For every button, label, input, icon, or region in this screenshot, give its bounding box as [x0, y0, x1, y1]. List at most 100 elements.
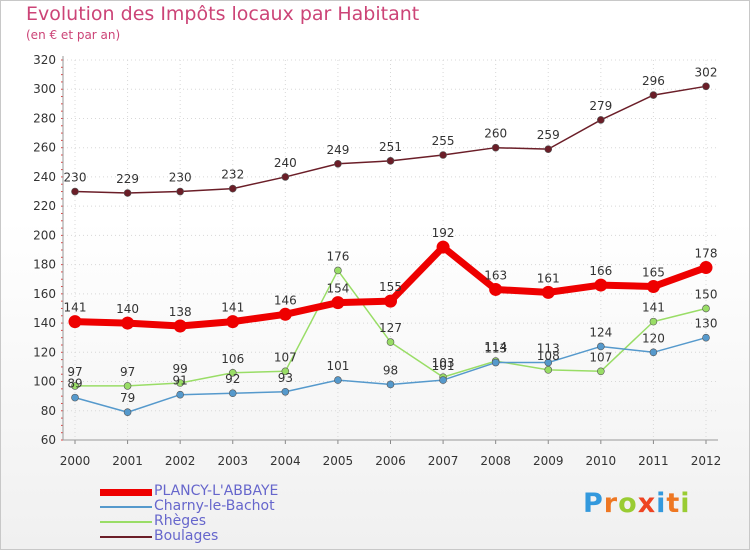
x-tick-2007: 2007 [428, 454, 459, 468]
label-plancy-l-abbaye-2008: 163 [484, 268, 507, 282]
label-rheges-2011: 141 [642, 301, 665, 315]
y-tick-240: 240 [33, 170, 56, 184]
label-rheges-2012: 150 [695, 287, 718, 301]
point-plancy-l-abbaye-2007 [436, 240, 450, 254]
point-rheges-2002 [176, 379, 184, 387]
y-tick-60: 60 [41, 433, 56, 447]
point-rheges-2001 [123, 382, 132, 390]
x-tick-2000: 2000 [60, 454, 91, 468]
point-boulages-2006 [386, 157, 395, 165]
label-boulages-2005: 249 [326, 143, 349, 157]
point-charny-le-bachot-2007 [439, 376, 447, 384]
x-tick-2009: 2009 [533, 454, 564, 468]
point-plancy-l-abbaye-2002 [173, 319, 187, 333]
point-plancy-l-abbaye-2011 [646, 280, 660, 294]
point-boulages-2012 [702, 82, 710, 91]
label-rheges-2009: 108 [537, 349, 560, 363]
label-charny-le-bachot-2002: 91 [173, 374, 188, 388]
point-boulages-2001 [123, 189, 132, 197]
label-charny-le-bachot-2007: 101 [432, 359, 455, 373]
point-rheges-2004 [281, 367, 290, 376]
label-plancy-l-abbaye-2006: 155 [379, 280, 402, 294]
label-boulages-2008: 260 [484, 127, 507, 141]
chart-title: Evolution des Impôts locaux par Habitant [26, 3, 420, 25]
label-rheges-2004: 107 [274, 350, 297, 364]
point-charny-le-bachot-2012 [702, 333, 710, 342]
proxiti-logo: Proxiti [583, 488, 691, 519]
logo-letter: P [583, 488, 604, 519]
label-charny-le-bachot-2009: 113 [537, 342, 560, 356]
label-plancy-l-abbaye-2005: 154 [326, 282, 349, 296]
point-charny-le-bachot-2002 [176, 390, 184, 399]
point-boulages-2000 [71, 187, 79, 196]
point-rheges-2012 [702, 304, 710, 313]
legend-swatch-charny-le-bachot [100, 506, 152, 508]
label-boulages-2010: 279 [589, 99, 612, 113]
label-boulages-2003: 232 [221, 168, 244, 182]
y-tick-180: 180 [33, 258, 56, 272]
point-charny-le-bachot-2010 [597, 342, 605, 351]
logo-letter: x [637, 488, 657, 519]
legend-label-boulages: Boulages [154, 528, 219, 544]
point-charny-le-bachot-2006 [386, 380, 395, 389]
legend-swatch-boulages [100, 536, 152, 538]
y-tick-200: 200 [33, 228, 56, 242]
y-tick-120: 120 [33, 345, 56, 359]
point-plancy-l-abbaye-2004 [278, 307, 292, 321]
label-rheges-2002: 99 [173, 362, 188, 376]
label-plancy-l-abbaye-2007: 192 [432, 226, 455, 240]
label-rheges-2003: 106 [221, 352, 244, 366]
legend-label-plancy-l-abbaye: PLANCY-L'ABBAYE [154, 483, 279, 499]
point-rheges-2005 [334, 266, 342, 275]
legend-label-charny-le-bachot: Charny-le-Bachot [154, 498, 275, 514]
label-charny-le-bachot-2001: 79 [120, 391, 135, 405]
point-rheges-2006 [386, 338, 395, 346]
label-rheges-2008: 114 [484, 340, 507, 354]
y-tick-280: 280 [33, 111, 56, 125]
label-boulages-2006: 251 [379, 140, 402, 154]
x-tick-2010: 2010 [586, 454, 617, 468]
y-tick-260: 260 [33, 141, 56, 155]
label-boulages-2000: 230 [64, 171, 87, 185]
label-boulages-2011: 296 [642, 74, 665, 88]
point-rheges-2011 [649, 317, 658, 326]
x-tick-2002: 2002 [165, 454, 196, 468]
label-charny-le-bachot-2006: 98 [383, 363, 398, 377]
y-tick-100: 100 [33, 375, 56, 389]
point-plancy-l-abbaye-2008 [489, 282, 503, 296]
series-lines [68, 82, 713, 417]
logo-letter: o [618, 488, 638, 519]
point-boulages-2004 [281, 173, 290, 181]
point-boulages-2011 [649, 91, 658, 99]
label-boulages-2002: 230 [169, 171, 192, 185]
point-charny-le-bachot-2008 [491, 358, 500, 367]
label-charny-le-bachot-2011: 120 [642, 331, 665, 345]
point-charny-le-bachot-2001 [123, 408, 132, 417]
label-plancy-l-abbaye-2009: 161 [537, 271, 560, 285]
point-boulages-2008 [491, 143, 500, 152]
logo-letter: t [666, 488, 681, 519]
data-labels: 230 229 230 232 240 249 251 255 260 259 279 296 302 9… [64, 65, 718, 405]
x-tick-2005: 2005 [323, 454, 354, 468]
label-charny-le-bachot-2010: 124 [589, 325, 612, 339]
point-rheges-2000 [71, 382, 79, 390]
label-boulages-2001: 229 [116, 172, 139, 186]
point-plancy-l-abbaye-2003 [226, 315, 240, 329]
label-rheges-2005: 176 [326, 249, 349, 263]
legend-label-rheges: Rhèges [154, 513, 207, 529]
point-charny-le-bachot-2005 [334, 376, 342, 384]
x-tick-2001: 2001 [112, 454, 143, 468]
point-plancy-l-abbaye-2010 [594, 278, 608, 292]
label-boulages-2007: 255 [432, 134, 455, 148]
y-tick-160: 160 [33, 287, 56, 301]
label-charny-le-bachot-2008: 113 [484, 342, 507, 356]
point-charny-le-bachot-2009 [544, 358, 553, 367]
point-rheges-2003 [228, 368, 237, 377]
point-charny-le-bachot-2000 [71, 393, 79, 402]
point-rheges-2010 [597, 367, 605, 376]
point-boulages-2010 [597, 116, 605, 124]
label-plancy-l-abbaye-2003: 141 [221, 301, 244, 315]
label-charny-le-bachot-2012: 130 [695, 317, 718, 331]
legend-swatch-rheges [100, 521, 152, 523]
